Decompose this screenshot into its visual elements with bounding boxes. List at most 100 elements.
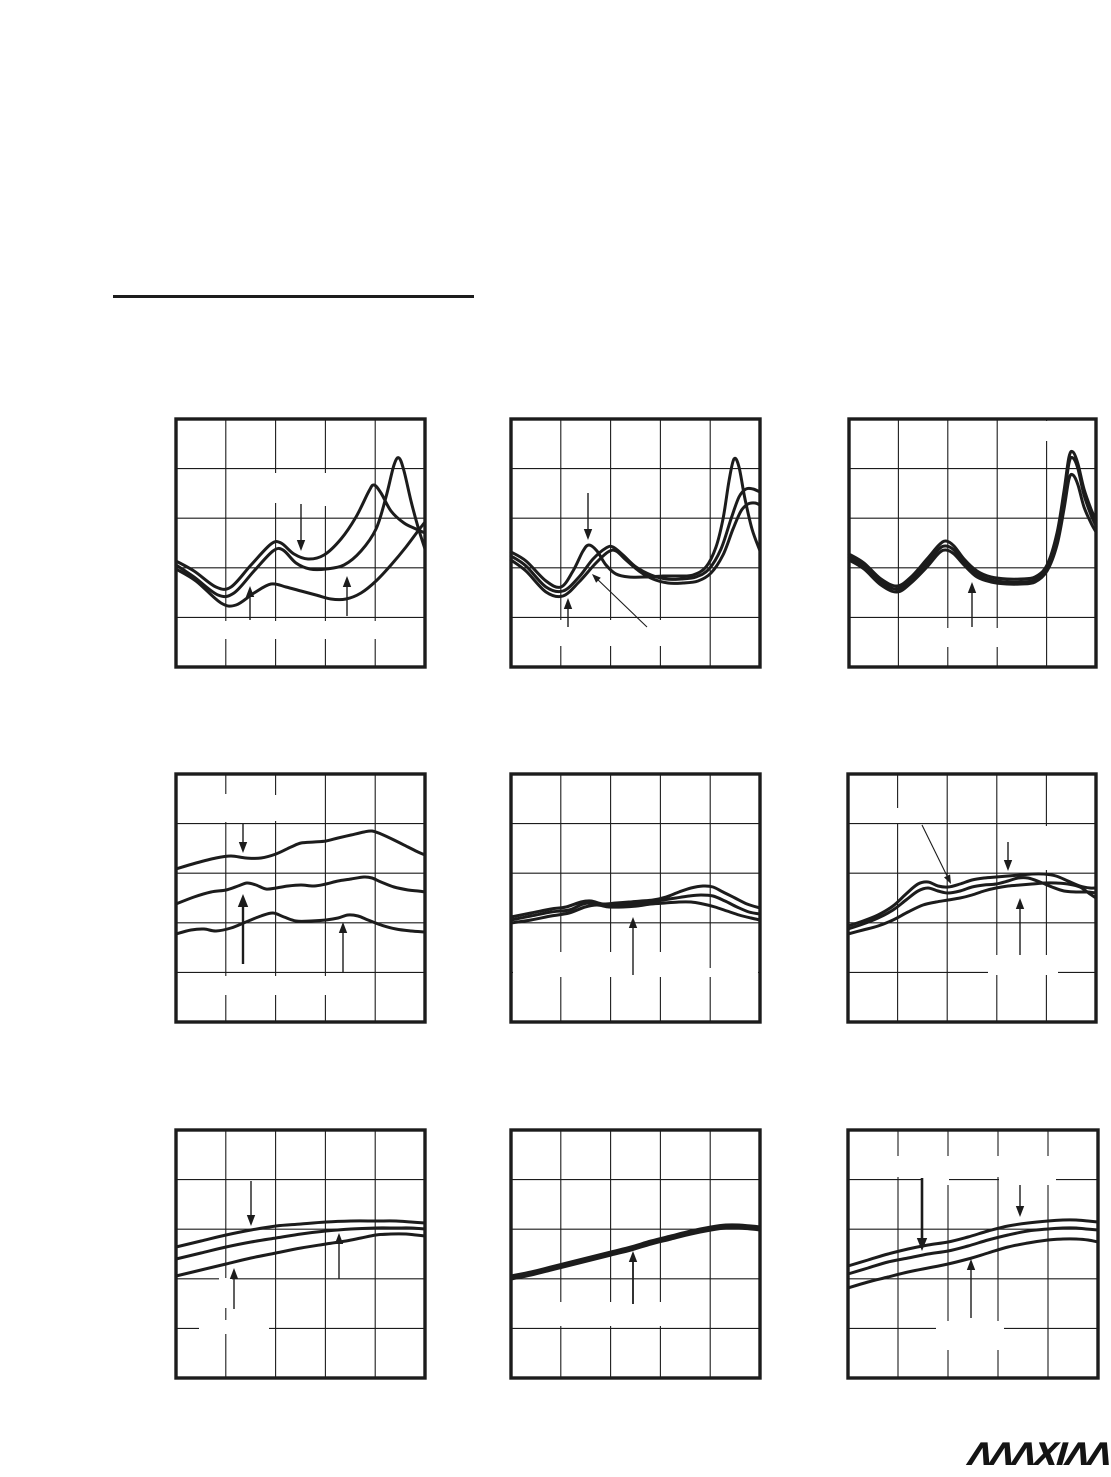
chart-middle-right-plot bbox=[846, 772, 1098, 1024]
annotation-arrow-down bbox=[1015, 1185, 1025, 1217]
plot-border bbox=[846, 772, 1098, 1024]
grid-gap bbox=[891, 1156, 904, 1177]
grid-lines bbox=[511, 774, 760, 1022]
curve-2 bbox=[509, 1226, 762, 1281]
annotation-arrow-down bbox=[916, 1178, 928, 1251]
grid-gap bbox=[1038, 826, 1051, 870]
plot-border bbox=[509, 772, 762, 1024]
annotation-arrow-up bbox=[334, 1233, 344, 1279]
grid-gap bbox=[555, 952, 665, 971]
grid-lines bbox=[511, 1130, 760, 1378]
grid-gap bbox=[988, 955, 1058, 975]
annotation-arrow-up bbox=[966, 1259, 976, 1318]
chart-top-right bbox=[845, 415, 1100, 671]
grid-gap bbox=[991, 628, 1002, 647]
grid-gap bbox=[319, 473, 333, 506]
annotation-leader-arrow bbox=[592, 574, 648, 628]
curve-2 bbox=[846, 1226, 1100, 1276]
plot-border bbox=[846, 1128, 1100, 1380]
chart-middle-middle-plot bbox=[509, 772, 762, 1024]
curve-1 bbox=[847, 449, 1098, 588]
chart-bottom-middle-plot bbox=[509, 1128, 762, 1380]
grid-lines bbox=[176, 1130, 425, 1378]
curve-3 bbox=[509, 1224, 762, 1279]
grid-gap bbox=[999, 1174, 1056, 1185]
annotation-arrow-up bbox=[338, 922, 348, 972]
annotation-arrow-up bbox=[342, 576, 352, 616]
plot-border bbox=[509, 1128, 762, 1380]
plot-border bbox=[847, 417, 1098, 669]
curve-2 bbox=[509, 486, 762, 594]
grid-gap bbox=[206, 621, 394, 639]
curve-3 bbox=[846, 881, 1098, 936]
chart-top-left-plot bbox=[174, 417, 427, 669]
grid-gap bbox=[891, 808, 904, 823]
curve-3 bbox=[174, 1232, 427, 1278]
annotation-arrow-down bbox=[296, 504, 306, 551]
curve-1 bbox=[174, 483, 427, 591]
grid-gap bbox=[199, 1320, 269, 1334]
curve-2 bbox=[847, 455, 1098, 591]
grid-gap bbox=[989, 1156, 1002, 1177]
maxim-logo: ΛΛΛΧΙΛΛ bbox=[963, 1437, 1111, 1474]
curve-3 bbox=[174, 520, 427, 608]
grid-gap bbox=[940, 1334, 952, 1350]
plot-border bbox=[174, 1128, 427, 1380]
annotation-arrow-down bbox=[921, 824, 951, 884]
chart-bottom-middle bbox=[507, 1126, 764, 1382]
grid-gap bbox=[219, 1278, 232, 1308]
grid-gap bbox=[513, 968, 758, 977]
grid-gap bbox=[555, 620, 667, 646]
grid-gap bbox=[269, 473, 283, 503]
grid-gap bbox=[940, 1156, 953, 1177]
curve-3 bbox=[509, 501, 762, 599]
curve-2 bbox=[174, 1226, 427, 1261]
plot-border bbox=[174, 772, 427, 1024]
maxim-logo-text: ΛΛΛΧΙΛΛ bbox=[963, 1437, 1111, 1473]
grid-gap bbox=[1038, 1156, 1051, 1177]
grid-gap bbox=[1039, 421, 1053, 441]
section-heading-rule bbox=[113, 295, 474, 298]
chart-bottom-left bbox=[172, 1126, 429, 1382]
chart-top-left bbox=[172, 415, 429, 671]
curve-1 bbox=[174, 1219, 427, 1249]
annotation-arrow-down bbox=[583, 493, 593, 540]
grid-gap bbox=[921, 1174, 949, 1185]
grid-gap bbox=[216, 976, 332, 995]
grid-gap bbox=[219, 794, 232, 822]
annotation-arrow-down bbox=[238, 823, 248, 853]
curve-2 bbox=[174, 456, 427, 599]
grid-gap bbox=[989, 1334, 1001, 1350]
annotation-arrow-up bbox=[628, 917, 638, 975]
chart-middle-left bbox=[172, 770, 429, 1026]
annotation-arrow-down bbox=[1003, 842, 1013, 871]
grid-gap bbox=[942, 628, 953, 647]
chart-top-right-plot bbox=[847, 417, 1098, 669]
annotation-arrow-down bbox=[246, 1181, 256, 1226]
chart-middle-right bbox=[844, 770, 1100, 1026]
curve-3 bbox=[509, 900, 762, 925]
curve-2 bbox=[174, 875, 427, 906]
curve-2 bbox=[509, 893, 762, 922]
annotation-arrow-up bbox=[563, 598, 573, 627]
grid-gap bbox=[936, 1321, 1004, 1334]
curve-3 bbox=[846, 1237, 1100, 1290]
grid-lines bbox=[848, 774, 1096, 1022]
curve-1 bbox=[846, 872, 1098, 928]
curve-3 bbox=[174, 911, 427, 936]
chart-middle-left-plot bbox=[174, 772, 427, 1024]
annotation-arrow-up bbox=[967, 582, 977, 627]
curve-2 bbox=[846, 876, 1098, 931]
curve-1 bbox=[846, 1218, 1100, 1268]
curve-1 bbox=[174, 829, 427, 871]
chart-bottom-right bbox=[844, 1126, 1102, 1382]
grid-gap bbox=[554, 1302, 666, 1326]
curve-1 bbox=[509, 884, 762, 919]
annotation-arrow-up bbox=[628, 1251, 638, 1304]
curve-3 bbox=[847, 472, 1098, 594]
chart-middle-middle bbox=[507, 770, 764, 1026]
annotation-arrow-up bbox=[237, 894, 249, 964]
plot-border bbox=[174, 417, 427, 669]
chart-top-middle bbox=[507, 415, 764, 671]
